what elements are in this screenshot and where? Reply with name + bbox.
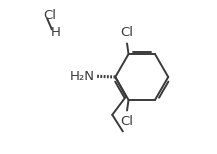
Text: Cl: Cl [120,26,133,39]
Text: H: H [51,26,61,39]
Text: Cl: Cl [43,9,56,22]
Text: H₂N: H₂N [70,70,95,83]
Text: Cl: Cl [120,115,133,128]
